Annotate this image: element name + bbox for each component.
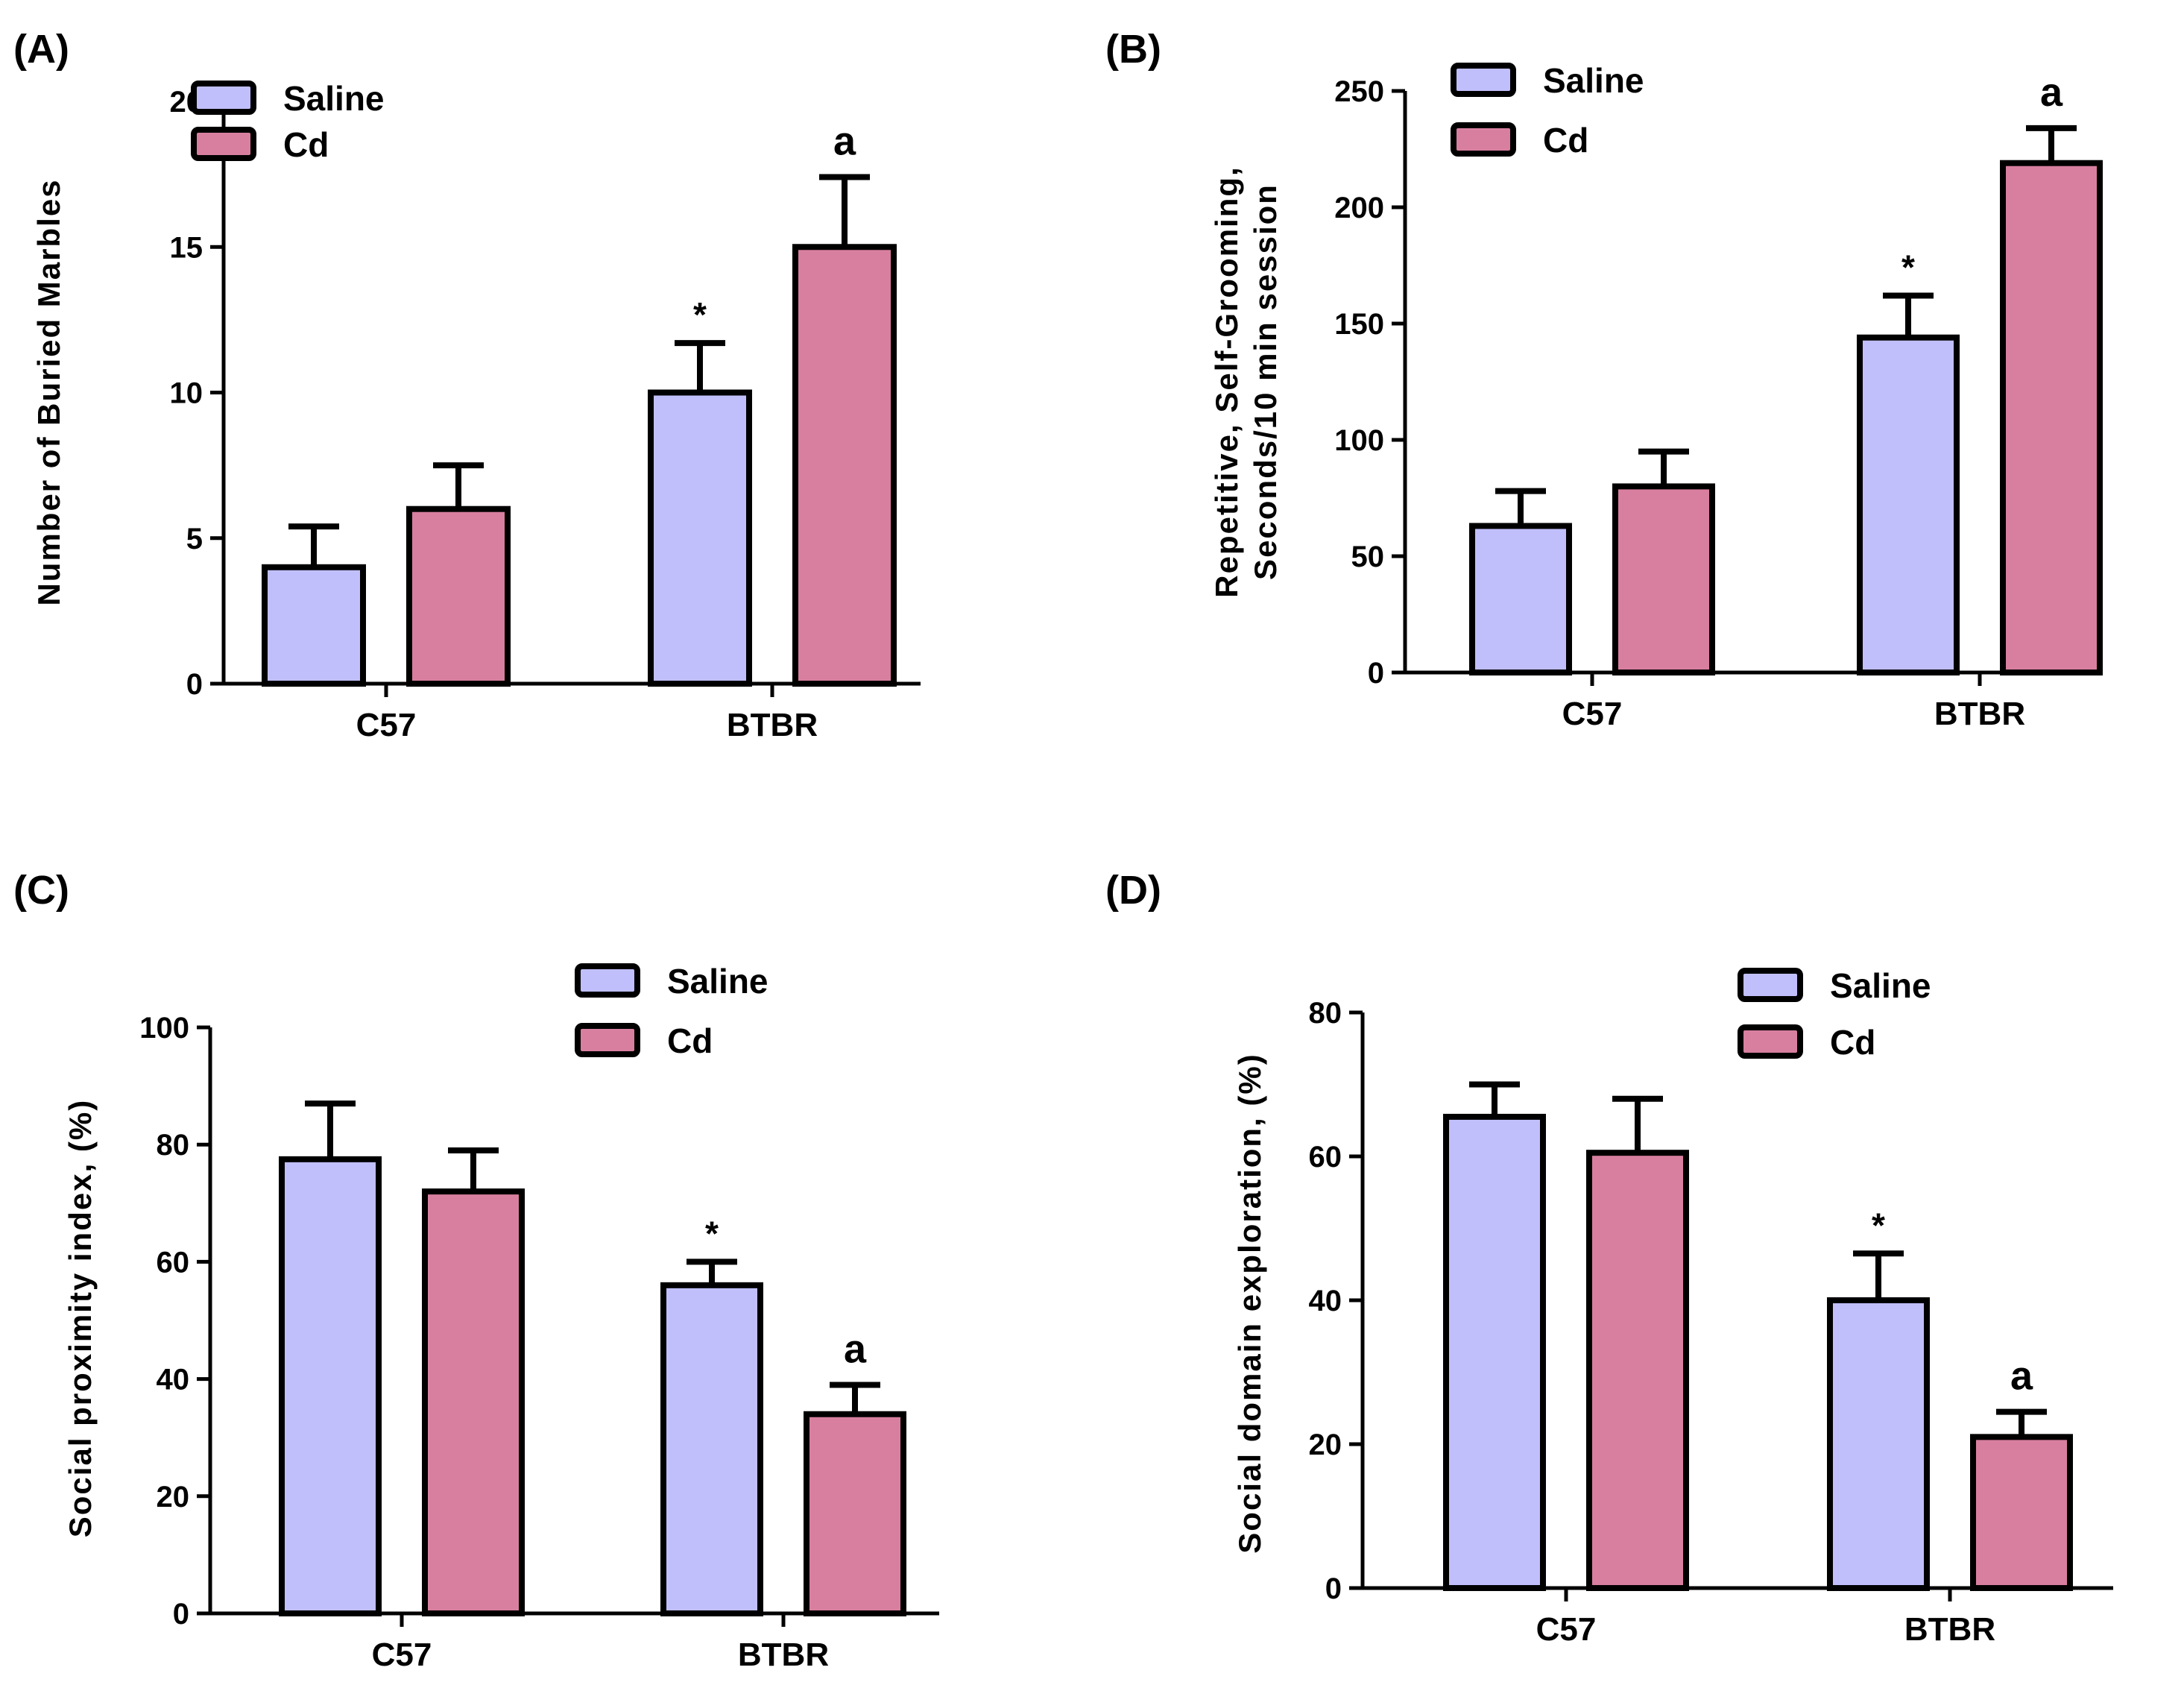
bar-cd-c57 [406,505,511,687]
legend-swatch-cd [575,1023,640,1057]
y-tick-label: 60 [157,1246,190,1279]
bar-cd-btbr [1970,1434,2073,1591]
y-axis-label-line: Seconds/10 min session [1248,183,1283,580]
bar-saline-btbr [660,1282,763,1617]
legend-swatch-saline [1451,63,1516,97]
legend-label-cd: Cd [283,125,329,164]
y-tick-label: 0 [173,1598,189,1631]
bar-cd-c57 [422,1188,525,1616]
significance-letter: a [2040,70,2063,115]
y-tick-label: 50 [1351,541,1385,573]
legend-label-cd: Cd [667,1021,713,1060]
legend-label-cd: Cd [1830,1023,1875,1062]
y-tick-label: 150 [1334,308,1384,341]
legend-swatch-cd [191,127,256,161]
y-axis-label-line: Social domain exploration, (%) [1232,1053,1267,1553]
panel-b: (B) Repetitive, Self-Grooming, Seconds/10 … [1092,0,2184,841]
legend-swatch-saline [1738,968,1803,1002]
y-tick-label: 20 [1309,1429,1342,1461]
significance-letter: a [2010,1354,2033,1399]
x-tick-label: C57 [356,707,417,743]
y-tick-label: 5 [186,523,203,555]
significance-letter: a [844,1326,867,1371]
bar-saline-c57 [1443,1113,1546,1591]
y-tick-label: 40 [157,1364,190,1396]
legend-label-cd: Cd [1543,121,1588,160]
legend-label-saline: Saline [283,79,385,118]
y-tick-label: 0 [1325,1572,1342,1605]
legend-label-saline: Saline [1543,61,1644,100]
bar-cd-btbr [792,244,897,687]
x-tick-label: C57 [1536,1611,1597,1648]
bar-saline-btbr [1857,334,1960,675]
bar-cd-btbr [804,1411,906,1616]
significance-star: * [705,1214,719,1253]
legend-swatch-saline [575,963,640,998]
y-tick-label: 250 [1334,75,1384,108]
bar-saline-btbr [1827,1297,1930,1591]
bar-cd-c57 [1586,1150,1689,1591]
bar-cd-c57 [1612,483,1715,676]
significance-letter: a [833,119,856,164]
y-tick-label: 15 [170,231,203,264]
legend-swatch-cd [1451,122,1516,157]
x-tick-label: C57 [1562,696,1623,732]
y-tick-label: 100 [1334,424,1384,457]
y-tick-label: 10 [170,377,203,410]
y-tick-label: 20 [157,1481,190,1514]
legend-swatch-cd [1738,1024,1803,1059]
y-tick-label: 80 [1309,997,1342,1030]
chart-c: (C) Social proximity index, (%) * a 0 20 40 60 8… [13,868,939,1673]
significance-star: * [1901,248,1915,287]
panel-label: (C) [13,868,69,913]
significance-star: * [1872,1206,1885,1244]
x-tick-label: C57 [372,1637,432,1673]
bar-saline-c57 [279,1156,382,1617]
legend-label-saline: Saline [667,962,768,1001]
bar-saline-c57 [1469,523,1572,675]
panel-c: (C) Social proximity index, (%) * a 0 20 40 60 8… [0,841,1092,1682]
chart-d: (D) Social domain exploration, (%) * a 0 20 40… [1105,868,2113,1648]
x-tick-label: BTBR [727,707,818,743]
legend-label-saline: Saline [1830,966,1931,1005]
x-tick-label: BTBR [738,1637,829,1673]
y-axis-label-line: Number of Buried Marbles [31,178,66,605]
bar-saline-btbr [648,389,752,687]
panel-label: (D) [1105,868,1161,913]
x-tick-label: BTBR [1934,696,2025,732]
y-tick-label: 0 [186,668,203,701]
y-tick-label: 200 [1334,192,1384,224]
bar-saline-c57 [262,564,366,687]
significance-star: * [693,295,707,334]
y-axis-label: Social proximity index, (%) [63,1099,98,1537]
y-tick-label: 0 [1368,657,1384,690]
panel-label: (A) [13,27,69,72]
chart-b: (B) Repetitive, Self-Grooming, Seconds/10 … [1105,27,2103,732]
chart-a: (A)Number of Buried Marbles *a05101520C57… [13,27,921,743]
y-axis-label-line: Repetitive, Self-Grooming, [1209,166,1244,597]
bar-cd-btbr [2000,160,2103,676]
y-tick-label: 100 [139,1012,189,1045]
y-axis-label: Social domain exploration, (%) [1232,1053,1267,1553]
y-tick-label: 60 [1309,1141,1342,1174]
legend-swatch-saline [191,81,256,115]
panel-a: (A) Number of Buried Marbles * a 0 5 10 15 20 C57… [0,0,1092,841]
panel-d: (D) Social domain exploration, (%) * a 0 20 40… [1092,841,2184,1682]
y-axis-label: Number of Buried Marbles [31,178,66,605]
x-tick-label: BTBR [1904,1611,1995,1648]
y-axis-label-line: Social proximity index, (%) [63,1099,98,1537]
panel-label: (B) [1105,27,1161,72]
y-tick-label: 40 [1309,1285,1342,1317]
y-tick-label: 80 [157,1129,190,1162]
y-axis-label: Repetitive, Self-Grooming, Seconds/10 min… [1209,166,1283,597]
